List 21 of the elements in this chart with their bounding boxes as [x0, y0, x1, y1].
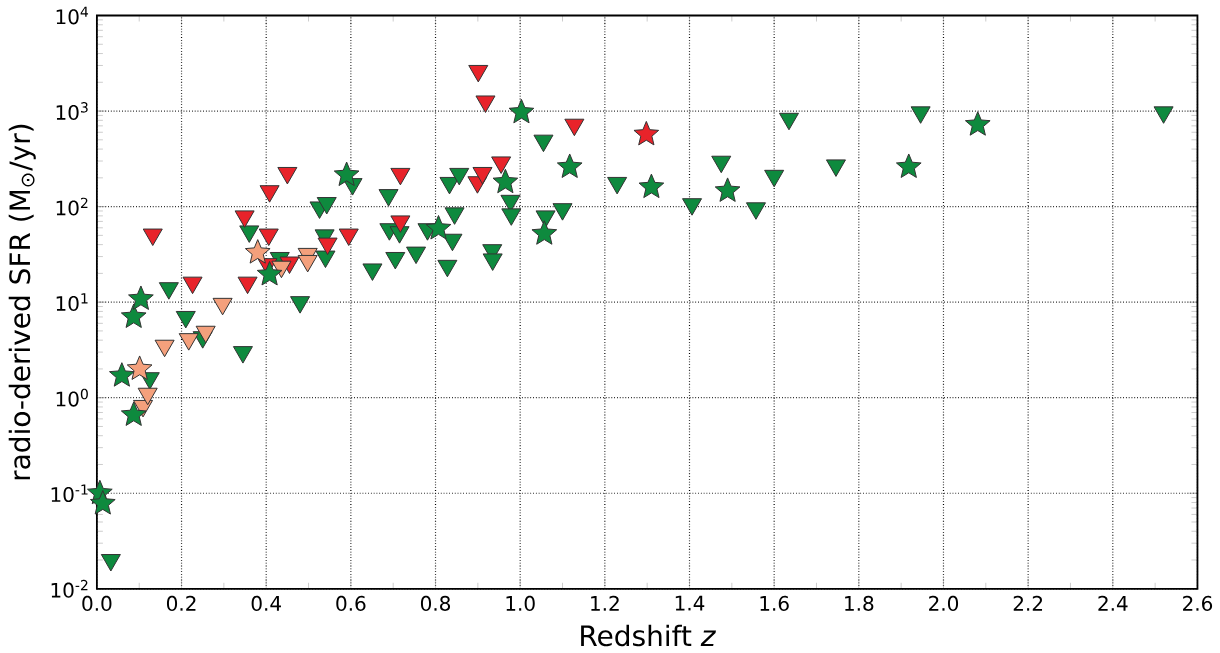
- y-tick-label: 10$^{2}$: [56, 197, 88, 216]
- x-tick-label: 1.0: [506, 595, 535, 611]
- y-tick-label: 10$^{4}$: [56, 6, 89, 25]
- y-axis-title: radio-derived SFR (M$_{⊙}$/yr): [8, 124, 36, 480]
- x-tick-label: 0.6: [336, 595, 366, 611]
- y-tick-label: 10$^{-1}$: [51, 484, 88, 503]
- x-tick-label: 2.2: [1013, 595, 1043, 611]
- x-tick-label: 1.4: [675, 595, 705, 611]
- y-tick-label: 10$^{1}$: [56, 293, 88, 312]
- y-tick-label: 10$^{0}$: [56, 388, 88, 407]
- x-tick-label: 0.8: [420, 595, 451, 611]
- x-tick-label: 2.0: [929, 595, 959, 611]
- x-tick-label: 1.6: [760, 595, 789, 611]
- y-tick-label: 10$^{3}$: [56, 102, 88, 121]
- x-tick-label: 1.8: [845, 595, 874, 611]
- x-tick-label: 2.6: [1183, 595, 1213, 611]
- x-tick-label: 0.2: [166, 595, 196, 611]
- x-tick-label: 1.2: [591, 595, 619, 611]
- x-axis-title: Redshift z: [581, 624, 716, 647]
- x-tick-label: 2.4: [1098, 595, 1128, 611]
- x-tick-label: 0.4: [251, 595, 281, 611]
